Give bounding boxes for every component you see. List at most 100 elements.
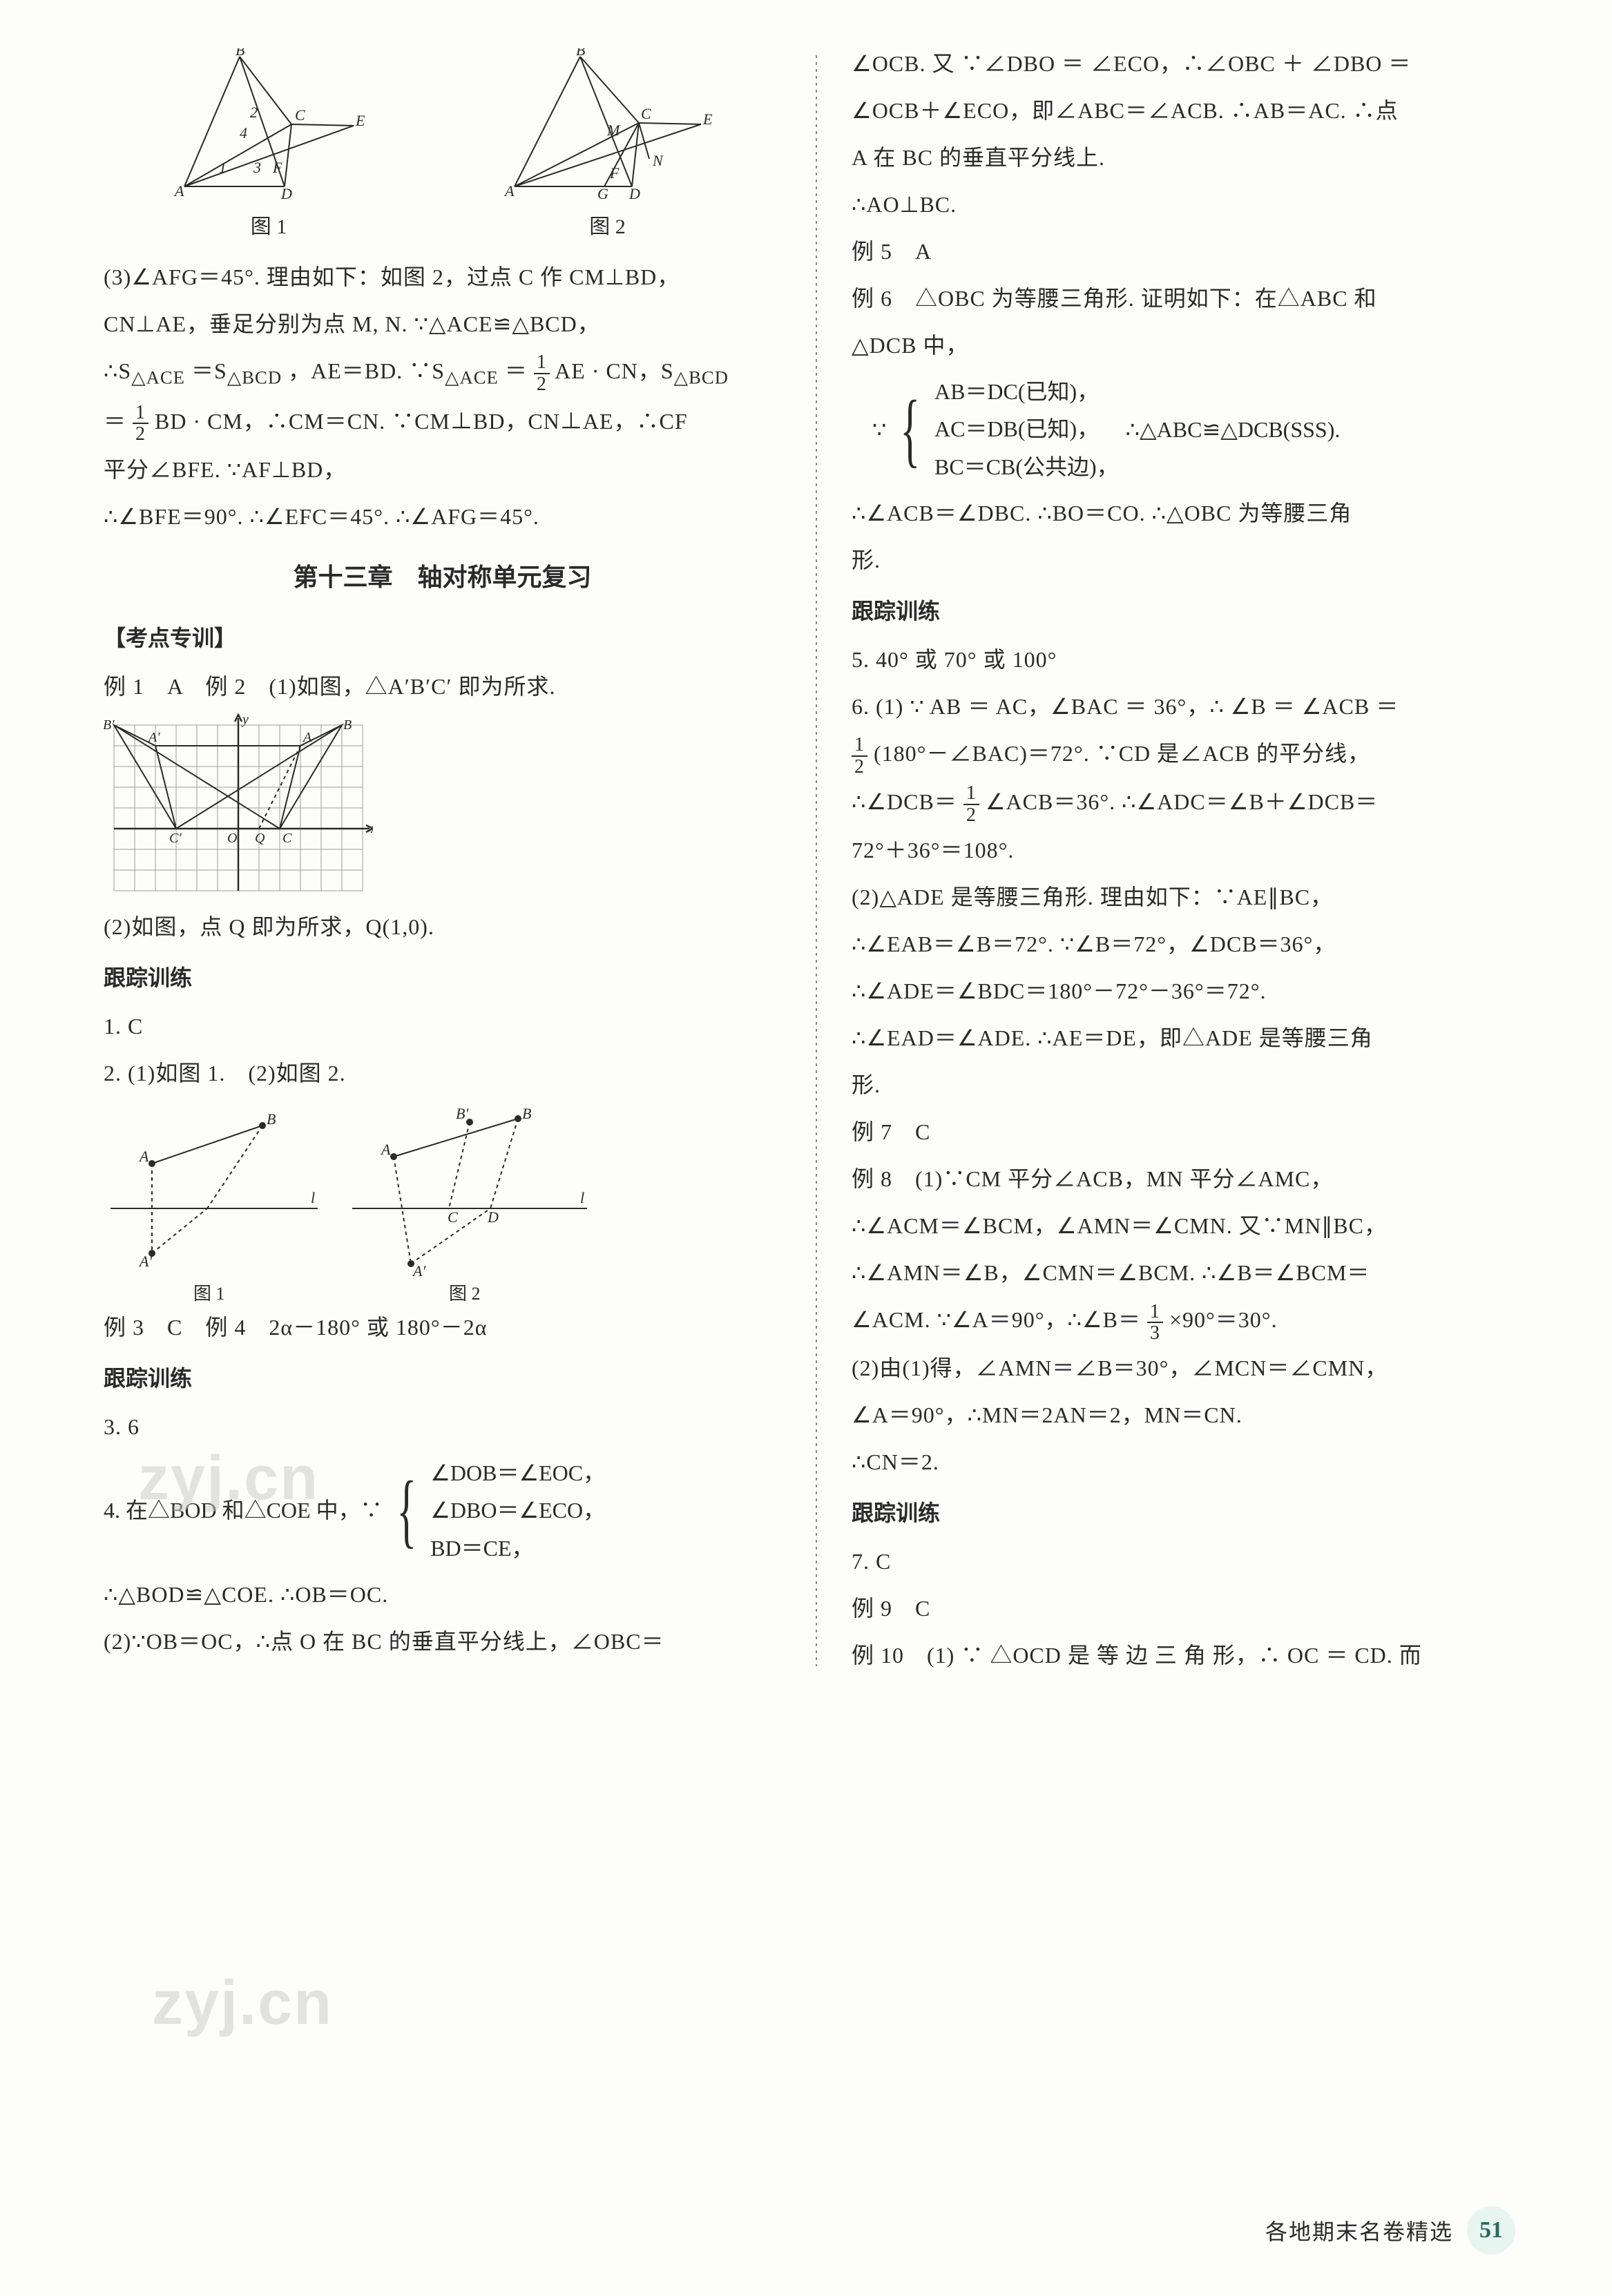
q2: 2. (1)如图 1. (2)如图 2. xyxy=(104,1051,781,1095)
sub: △ACE xyxy=(445,367,499,387)
page-footer: 各地期末名卷精选 51 xyxy=(1265,2206,1515,2255)
svg-text:2: 2 xyxy=(250,104,258,121)
footer-label: 各地期末名卷精选 xyxy=(1265,2215,1453,2246)
frac-half: 12 xyxy=(852,735,867,777)
svg-text:3: 3 xyxy=(253,159,261,176)
q6d: 72°＋36°＝108°. xyxy=(852,828,1529,872)
frac-d: 3 xyxy=(1147,1323,1163,1343)
txt: ＝S xyxy=(191,358,227,383)
ex7: 例 7 C xyxy=(852,1110,1529,1154)
ex6e: 形. xyxy=(852,538,1529,582)
example-2b: (2)如图，点 Q 即为所求，Q(1,0). xyxy=(104,905,781,949)
frac-n: 1 xyxy=(133,403,148,424)
brace-line: ∠DBO＝∠ECO， xyxy=(430,1492,605,1529)
frac-d: 2 xyxy=(852,757,867,777)
svg-text:l: l xyxy=(311,1189,315,1206)
svg-text:B′: B′ xyxy=(104,717,115,733)
subhead-gzxl2-r: 跟踪训练 xyxy=(852,1491,1529,1535)
q4b: ∴△BOD≌△COE. ∴OB＝OC. xyxy=(104,1572,781,1617)
svg-text:A: A xyxy=(138,1148,149,1165)
right-column: ∠OCB. 又 ∵∠DBO ＝ ∠ECO，∴∠OBC ＋ ∠DBO ＝ ∠OCB… xyxy=(845,41,1529,1680)
ex9: 例 9 C xyxy=(852,1586,1529,1630)
sub: △BCD xyxy=(227,367,282,387)
brace-line: AB＝DC(已知)， xyxy=(934,373,1119,410)
svg-text:4: 4 xyxy=(240,124,247,142)
svg-text:B: B xyxy=(576,48,585,59)
q6g: ∴∠ADE＝∠BDC＝180°－72°－36°＝72°. xyxy=(852,969,1529,1013)
svg-text:D: D xyxy=(487,1208,499,1226)
svg-text:E: E xyxy=(702,110,713,128)
svg-text:E: E xyxy=(355,112,365,129)
txt: ＝ xyxy=(104,409,126,434)
brace-line: AC＝DB(已知)， xyxy=(934,410,1119,447)
svg-text:A′: A′ xyxy=(147,730,160,745)
q4a: 4. 在△BOD 和△COE 中，∵ xyxy=(104,1488,383,1532)
section-title: 第十三章 轴对称单元复习 xyxy=(104,552,781,602)
r2: ∠OCB＋∠ECO，即∠ABC＝∠ACB. ∴AB＝AC. ∴点 xyxy=(852,88,1529,133)
cap2: 图 2 xyxy=(449,1284,481,1304)
txt: ∠ACB＝36°. ∴∠ADC＝∠B＋∠DCB＝ xyxy=(986,789,1378,814)
q7: 7. C xyxy=(852,1539,1529,1583)
txt: BD · CM，∴CM＝CN. ∵CM⊥BD，CN⊥AE，∴CF xyxy=(155,409,688,434)
ex10: 例 10 (1) ∵ △OCD 是 等 边 三 角 形，∴ OC ＝ CD. 而 xyxy=(852,1633,1529,1677)
svg-text:M: M xyxy=(606,122,621,139)
page: ABC DEF 2413 图 1 xyxy=(0,0,1612,1680)
frac-n: 1 xyxy=(963,783,979,804)
ex8a: 例 8 (1)∵CM 平分∠ACB，MN 平分∠AMC， xyxy=(852,1157,1529,1201)
frac-half: 12 xyxy=(133,403,148,445)
svg-text:A′: A′ xyxy=(412,1262,426,1280)
ex8e: (2)由(1)得，∠AMN＝∠B＝30°，∠MCN＝∠CMN， xyxy=(852,1346,1529,1390)
ex8b: ∴∠ACM＝∠BCM，∠AMN＝∠CMN. 又∵MN∥BC， xyxy=(852,1204,1529,1248)
q5: 5. 40° 或 70° 或 100° xyxy=(852,637,1529,682)
frac-d: 2 xyxy=(534,374,550,394)
sub: △BCD xyxy=(674,367,729,387)
ex6d: ∴∠ACB＝∠DBC. ∴BO＝CO. ∴△OBC 为等腰三角 xyxy=(852,491,1529,535)
sub: △ACE xyxy=(131,367,185,387)
q6f: ∴∠EAB＝∠B＝72°. ∵∠B＝72°，∠DCB＝36°， xyxy=(852,922,1529,966)
subhead-gzxl2: 跟踪训练 xyxy=(104,1356,781,1400)
ex8c: ∴∠AMN＝∠B，∠CMN＝∠BCM. ∴∠B＝∠BCM＝ xyxy=(852,1251,1529,1295)
para-3e: 平分∠BFE. ∵AF⊥BD， xyxy=(104,447,781,492)
column-divider xyxy=(816,55,817,1666)
svg-text:A: A xyxy=(173,182,184,200)
q3: 3. 6 xyxy=(104,1405,781,1449)
para-3f: ∴∠BFE＝90°. ∴∠EFC＝45°. ∴∠AFG＝45°. xyxy=(104,494,781,539)
svg-text:A: A xyxy=(302,730,312,745)
brace-icon: { xyxy=(396,1473,416,1547)
svg-text:C: C xyxy=(295,106,305,124)
svg-text:l: l xyxy=(580,1189,584,1206)
para-3b: CN⊥AE，垂足分别为点 M, N. ∵△ACE≌△BCD， xyxy=(104,302,781,346)
svg-text:A: A xyxy=(503,182,515,200)
para-3d: ＝ 12 BD · CM，∴CM＝CN. ∵CM⊥BD，CN⊥AE，∴CF xyxy=(104,399,781,445)
para-3c: ∴S△ACE ＝S△BCD ，AE＝BD. ∵S△ACE ＝ 12 AE · C… xyxy=(104,349,781,396)
q6c: ∴∠DCB＝ 12 ∠ACB＝36°. ∴∠ADC＝∠B＋∠DCB＝ xyxy=(852,780,1529,825)
svg-text:D: D xyxy=(629,185,640,202)
r4: ∴AO⊥BC. xyxy=(852,182,1529,226)
svg-text:N: N xyxy=(652,152,664,169)
q6b: 12 (180°－∠BAC)＝72°. ∵CD 是∠ACB 的平分线， xyxy=(852,731,1529,777)
q6i: 形. xyxy=(852,1063,1529,1107)
svg-text:B: B xyxy=(267,1110,276,1128)
ex5: 例 5 A xyxy=(852,229,1529,273)
q6e: (2)△ADE 是等腰三角形. 理由如下：∵AE∥BC， xyxy=(852,875,1529,919)
svg-text:1: 1 xyxy=(219,159,227,176)
svg-text:C′: C′ xyxy=(169,831,182,846)
fig-pair: ABA′l ABB′ CDA′l 图 1 图 2 xyxy=(104,1098,781,1305)
subhead-gzxl: 跟踪训练 xyxy=(104,956,781,1000)
figure-row-top: ABC DEF 2413 图 1 xyxy=(104,48,781,248)
svg-text:C: C xyxy=(641,105,651,122)
r3: A 在 BC 的垂直平分线上. xyxy=(852,135,1529,180)
page-number: 51 xyxy=(1467,2206,1515,2255)
frac-n: 1 xyxy=(1147,1302,1163,1323)
frac-half: 12 xyxy=(963,783,979,825)
txt: ＝ xyxy=(505,358,528,383)
subhead-kdzx: 【考点专训】 xyxy=(104,616,781,660)
q4-brace-content: ∠DOB＝∠EOC， ∠DBO＝∠ECO， BD＝CE， xyxy=(430,1454,605,1567)
txt: ∴S xyxy=(104,358,131,383)
watermark-2: zyj.cn xyxy=(152,1968,333,2039)
q4-brace-row: 4. 在△BOD 和△COE 中，∵ { ∠DOB＝∠EOC， ∠DBO＝∠EC… xyxy=(104,1454,781,1567)
ex6-brace-row: ∵ { AB＝DC(已知)， AC＝DB(已知)， BC＝CB(公共边)， ∴△… xyxy=(852,373,1529,485)
svg-text:x: x xyxy=(370,821,373,836)
svg-text:C: C xyxy=(448,1208,458,1226)
frac-n: 1 xyxy=(852,735,867,756)
